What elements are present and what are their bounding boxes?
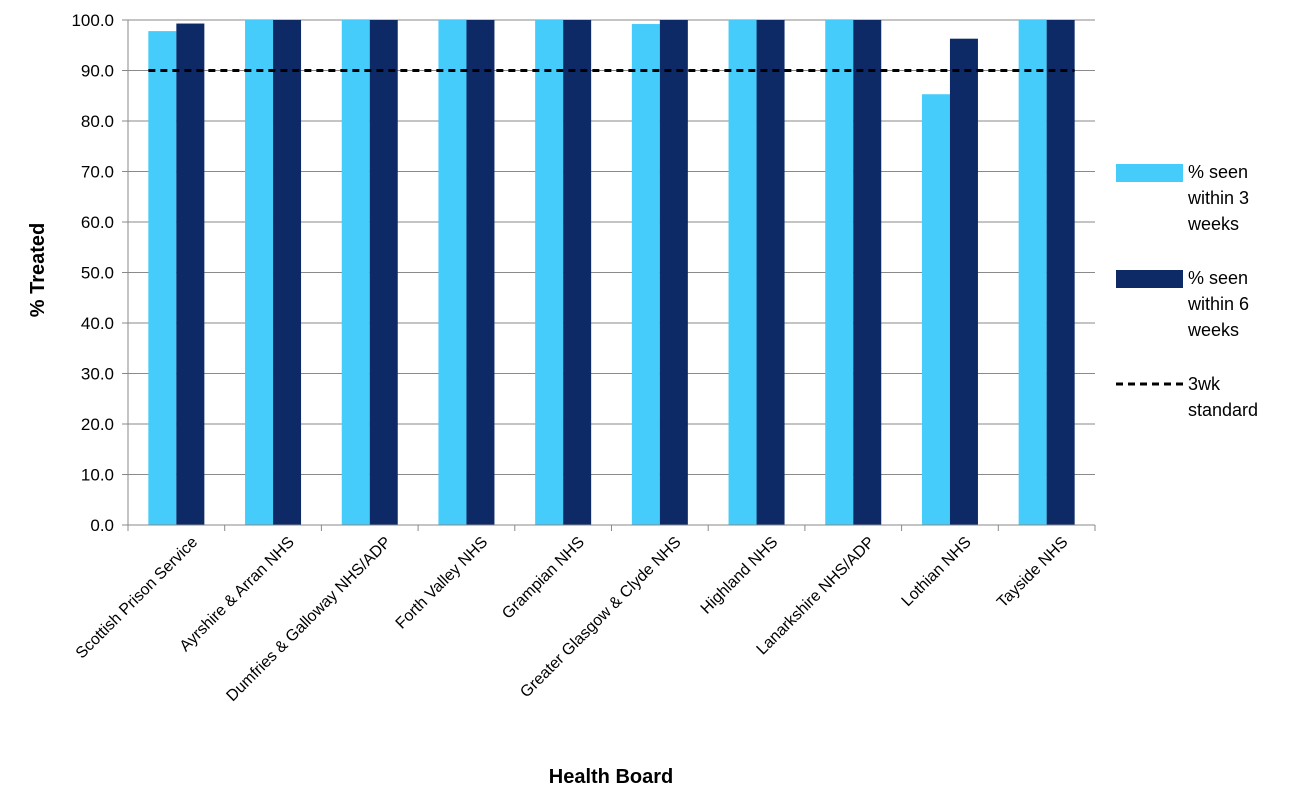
legend-item-2: % seen within 6 weeks <box>1116 268 1249 340</box>
y-tick-label: 0.0 <box>90 516 114 535</box>
bar-series-1 <box>341 20 370 525</box>
x-tick-label: Highland NHS <box>698 534 782 618</box>
y-tick-label: 80.0 <box>81 112 114 131</box>
bar-series-2 <box>369 20 398 525</box>
bar-series-2 <box>563 20 592 525</box>
legend-label: % seen within 6 weeks <box>1187 268 1249 340</box>
legend-item-1: % seen within 3 weeks <box>1116 162 1249 234</box>
bar-series-1 <box>245 20 274 525</box>
bar-series-2 <box>273 20 302 525</box>
y-tick-labels: 0.0 10.0 20.0 30.0 40.0 50.0 60.0 70.0 80.0 90.0 1… <box>71 11 114 535</box>
y-tick-label: 10.0 <box>81 466 114 485</box>
x-tick-label: Greater Glasgow & Clyde NHS <box>517 534 684 701</box>
y-tick-label: 30.0 <box>81 365 114 384</box>
bar-series-1 <box>148 31 177 526</box>
y-tick-label: 60.0 <box>81 213 114 232</box>
x-tick-label: Forth Valley NHS <box>393 534 492 633</box>
x-tick-label: Lothian NHS <box>899 534 975 610</box>
y-axis-title: % Treated <box>27 223 49 317</box>
x-tick-label: Tayside NHS <box>994 534 1071 611</box>
x-axis-title: Health Board <box>549 766 673 788</box>
y-tick-label: 50.0 <box>81 264 114 283</box>
y-tick-label: 40.0 <box>81 314 114 333</box>
legend-swatch <box>1116 270 1183 288</box>
x-tick-label: Grampian NHS <box>499 534 588 623</box>
bar-series-1 <box>535 20 564 525</box>
y-tick-label: 70.0 <box>81 163 114 182</box>
y-tick-label: 100.0 <box>71 11 114 30</box>
x-tick-label: Dumfries & Galloway NHS/ADP <box>223 534 394 705</box>
legend-label: % seen within 3 weeks <box>1187 162 1249 234</box>
bar-series-2 <box>949 38 978 526</box>
legend-swatch <box>1116 164 1183 182</box>
bar-series-1 <box>438 20 467 525</box>
bar-series-2 <box>659 20 688 525</box>
legend: % seen within 3 weeks % seen within 6 weeks 3w… <box>1116 162 1258 420</box>
bar-series-2 <box>756 20 785 525</box>
bar-series-2 <box>466 20 495 525</box>
bar-series-1 <box>631 24 660 525</box>
bar-series-1 <box>825 20 854 525</box>
legend-item-3: 3wk standard <box>1116 374 1258 420</box>
y-tick-label: 20.0 <box>81 415 114 434</box>
bar-series-2 <box>176 23 205 525</box>
bar-series-2 <box>853 20 882 525</box>
bars <box>148 20 1075 526</box>
bar-series-1 <box>921 94 950 526</box>
bar-series-1 <box>728 20 757 525</box>
y-tick-label: 90.0 <box>81 62 114 81</box>
bar-series-1 <box>1018 20 1047 525</box>
legend-label: 3wk standard <box>1188 374 1258 420</box>
axes <box>127 20 1095 526</box>
bar-series-2 <box>1046 20 1075 525</box>
